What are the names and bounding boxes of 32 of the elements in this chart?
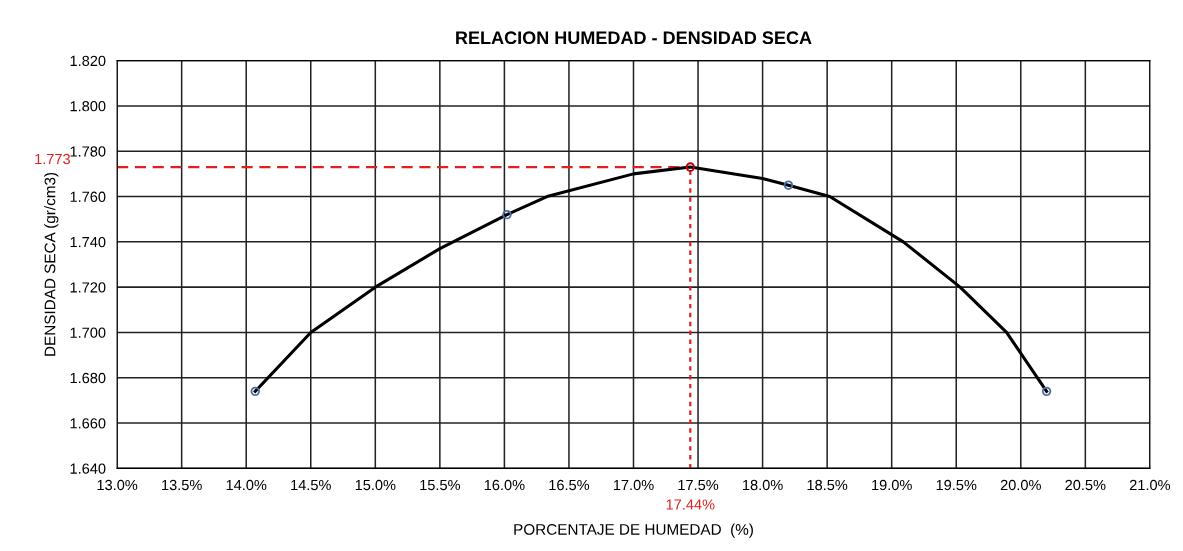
x-tick-label: 16.0%: [484, 479, 525, 491]
x-tick-label: 17.0%: [613, 479, 654, 491]
y-tick-label: 1.680: [70, 372, 106, 384]
y-tick-label: 1.640: [70, 463, 106, 474]
x-tick-label: 13.5%: [162, 479, 202, 491]
x-tick-label: 20.0%: [1000, 479, 1041, 491]
y-tick-label: 1.760: [70, 191, 106, 202]
x-tick-label: 20.5%: [1065, 479, 1106, 491]
x-tick-label: 16.5%: [549, 479, 590, 491]
x-tick-label: 21.0%: [1129, 479, 1171, 491]
y-axis-title: DENSIDAD SECA (gr/cm3): [44, 172, 59, 356]
x-tick-label: 17.5%: [678, 479, 719, 491]
y-tick-label: 1.800: [70, 101, 106, 112]
y-tick-label: 1.720: [70, 282, 106, 293]
ref-line-label: 17.44%: [666, 499, 715, 510]
y-tick-label: 1.820: [70, 55, 106, 67]
x-tick-label: 15.0%: [355, 479, 396, 491]
y-tick-label: 1.740: [70, 236, 106, 248]
x-tick-label: 15.5%: [420, 479, 461, 491]
x-tick-label: 18.5%: [807, 479, 848, 491]
x-tick-label: 14.5%: [291, 479, 331, 491]
x-tick-label: 18.0%: [743, 479, 783, 491]
y-tick-label: 1.700: [70, 327, 106, 338]
ref-line-label: 1.773: [35, 153, 71, 165]
y-tick-label: 1.780: [70, 146, 106, 157]
x-tick-label: 13.0%: [97, 479, 138, 491]
chart-title: RELACION HUMEDAD - DENSIDAD SECA: [456, 31, 812, 45]
x-axis-title: PORCENTAJE DE HUMEDAD (%): [514, 523, 753, 538]
x-tick-label: 19.5%: [936, 479, 977, 491]
x-tick-label: 14.0%: [226, 479, 267, 491]
x-tick-label: 19.0%: [872, 479, 912, 491]
y-tick-label: 1.660: [70, 418, 106, 429]
